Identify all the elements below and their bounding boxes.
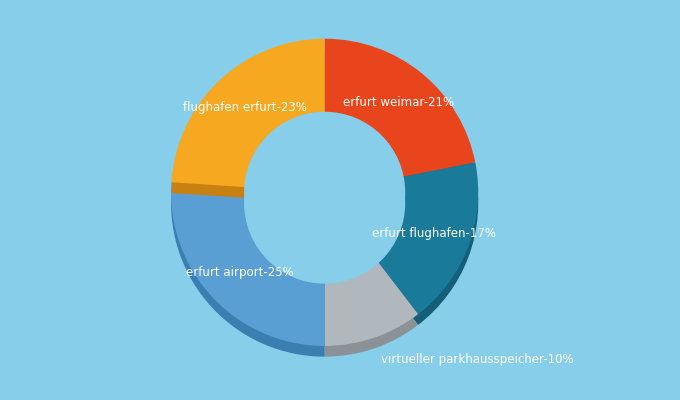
Text: erfurt airport-25%: erfurt airport-25%: [186, 266, 293, 279]
Text: flughafen erfurt-23%: flughafen erfurt-23%: [183, 101, 307, 114]
Wedge shape: [324, 50, 475, 188]
Text: erfurt weimar-21%: erfurt weimar-21%: [343, 96, 454, 108]
Wedge shape: [171, 50, 324, 198]
Wedge shape: [171, 193, 324, 357]
Circle shape: [245, 112, 405, 272]
Wedge shape: [171, 39, 324, 187]
Wedge shape: [324, 266, 418, 357]
Wedge shape: [324, 256, 418, 346]
Wedge shape: [373, 173, 478, 325]
Circle shape: [245, 123, 405, 283]
Wedge shape: [171, 182, 324, 346]
Wedge shape: [324, 39, 475, 177]
Text: virtueller parkhausspeicher-10%: virtueller parkhausspeicher-10%: [381, 353, 574, 366]
Text: erfurt flughafen-17%: erfurt flughafen-17%: [372, 227, 496, 240]
Wedge shape: [373, 162, 478, 314]
